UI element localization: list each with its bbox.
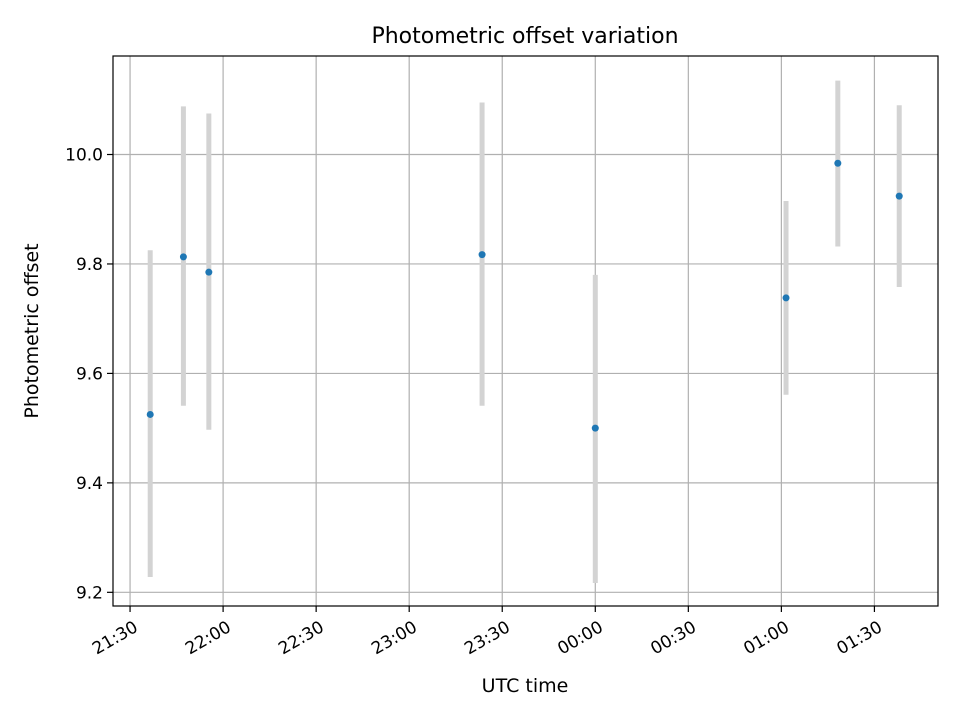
y-axis-label: Photometric offset xyxy=(21,243,43,418)
point-layer xyxy=(146,159,903,432)
y-tick-label: 9.4 xyxy=(76,474,103,494)
chart-title: Photometric offset variation xyxy=(371,24,678,49)
data-point xyxy=(205,268,213,276)
y-tick-label: 9.2 xyxy=(76,583,103,603)
data-point xyxy=(146,410,154,418)
data-point xyxy=(782,294,790,302)
x-axis-label: UTC time xyxy=(482,675,569,697)
y-tick-label: 9.8 xyxy=(76,255,103,275)
plot-frame xyxy=(112,55,939,607)
data-point xyxy=(834,159,842,167)
data-point xyxy=(478,251,486,259)
data-point xyxy=(895,192,903,200)
data-point xyxy=(591,424,599,432)
y-tick-label: 10.0 xyxy=(65,146,103,166)
data-point xyxy=(179,253,187,261)
grid-layer xyxy=(113,56,938,606)
y-tick-label: 9.6 xyxy=(76,364,103,384)
